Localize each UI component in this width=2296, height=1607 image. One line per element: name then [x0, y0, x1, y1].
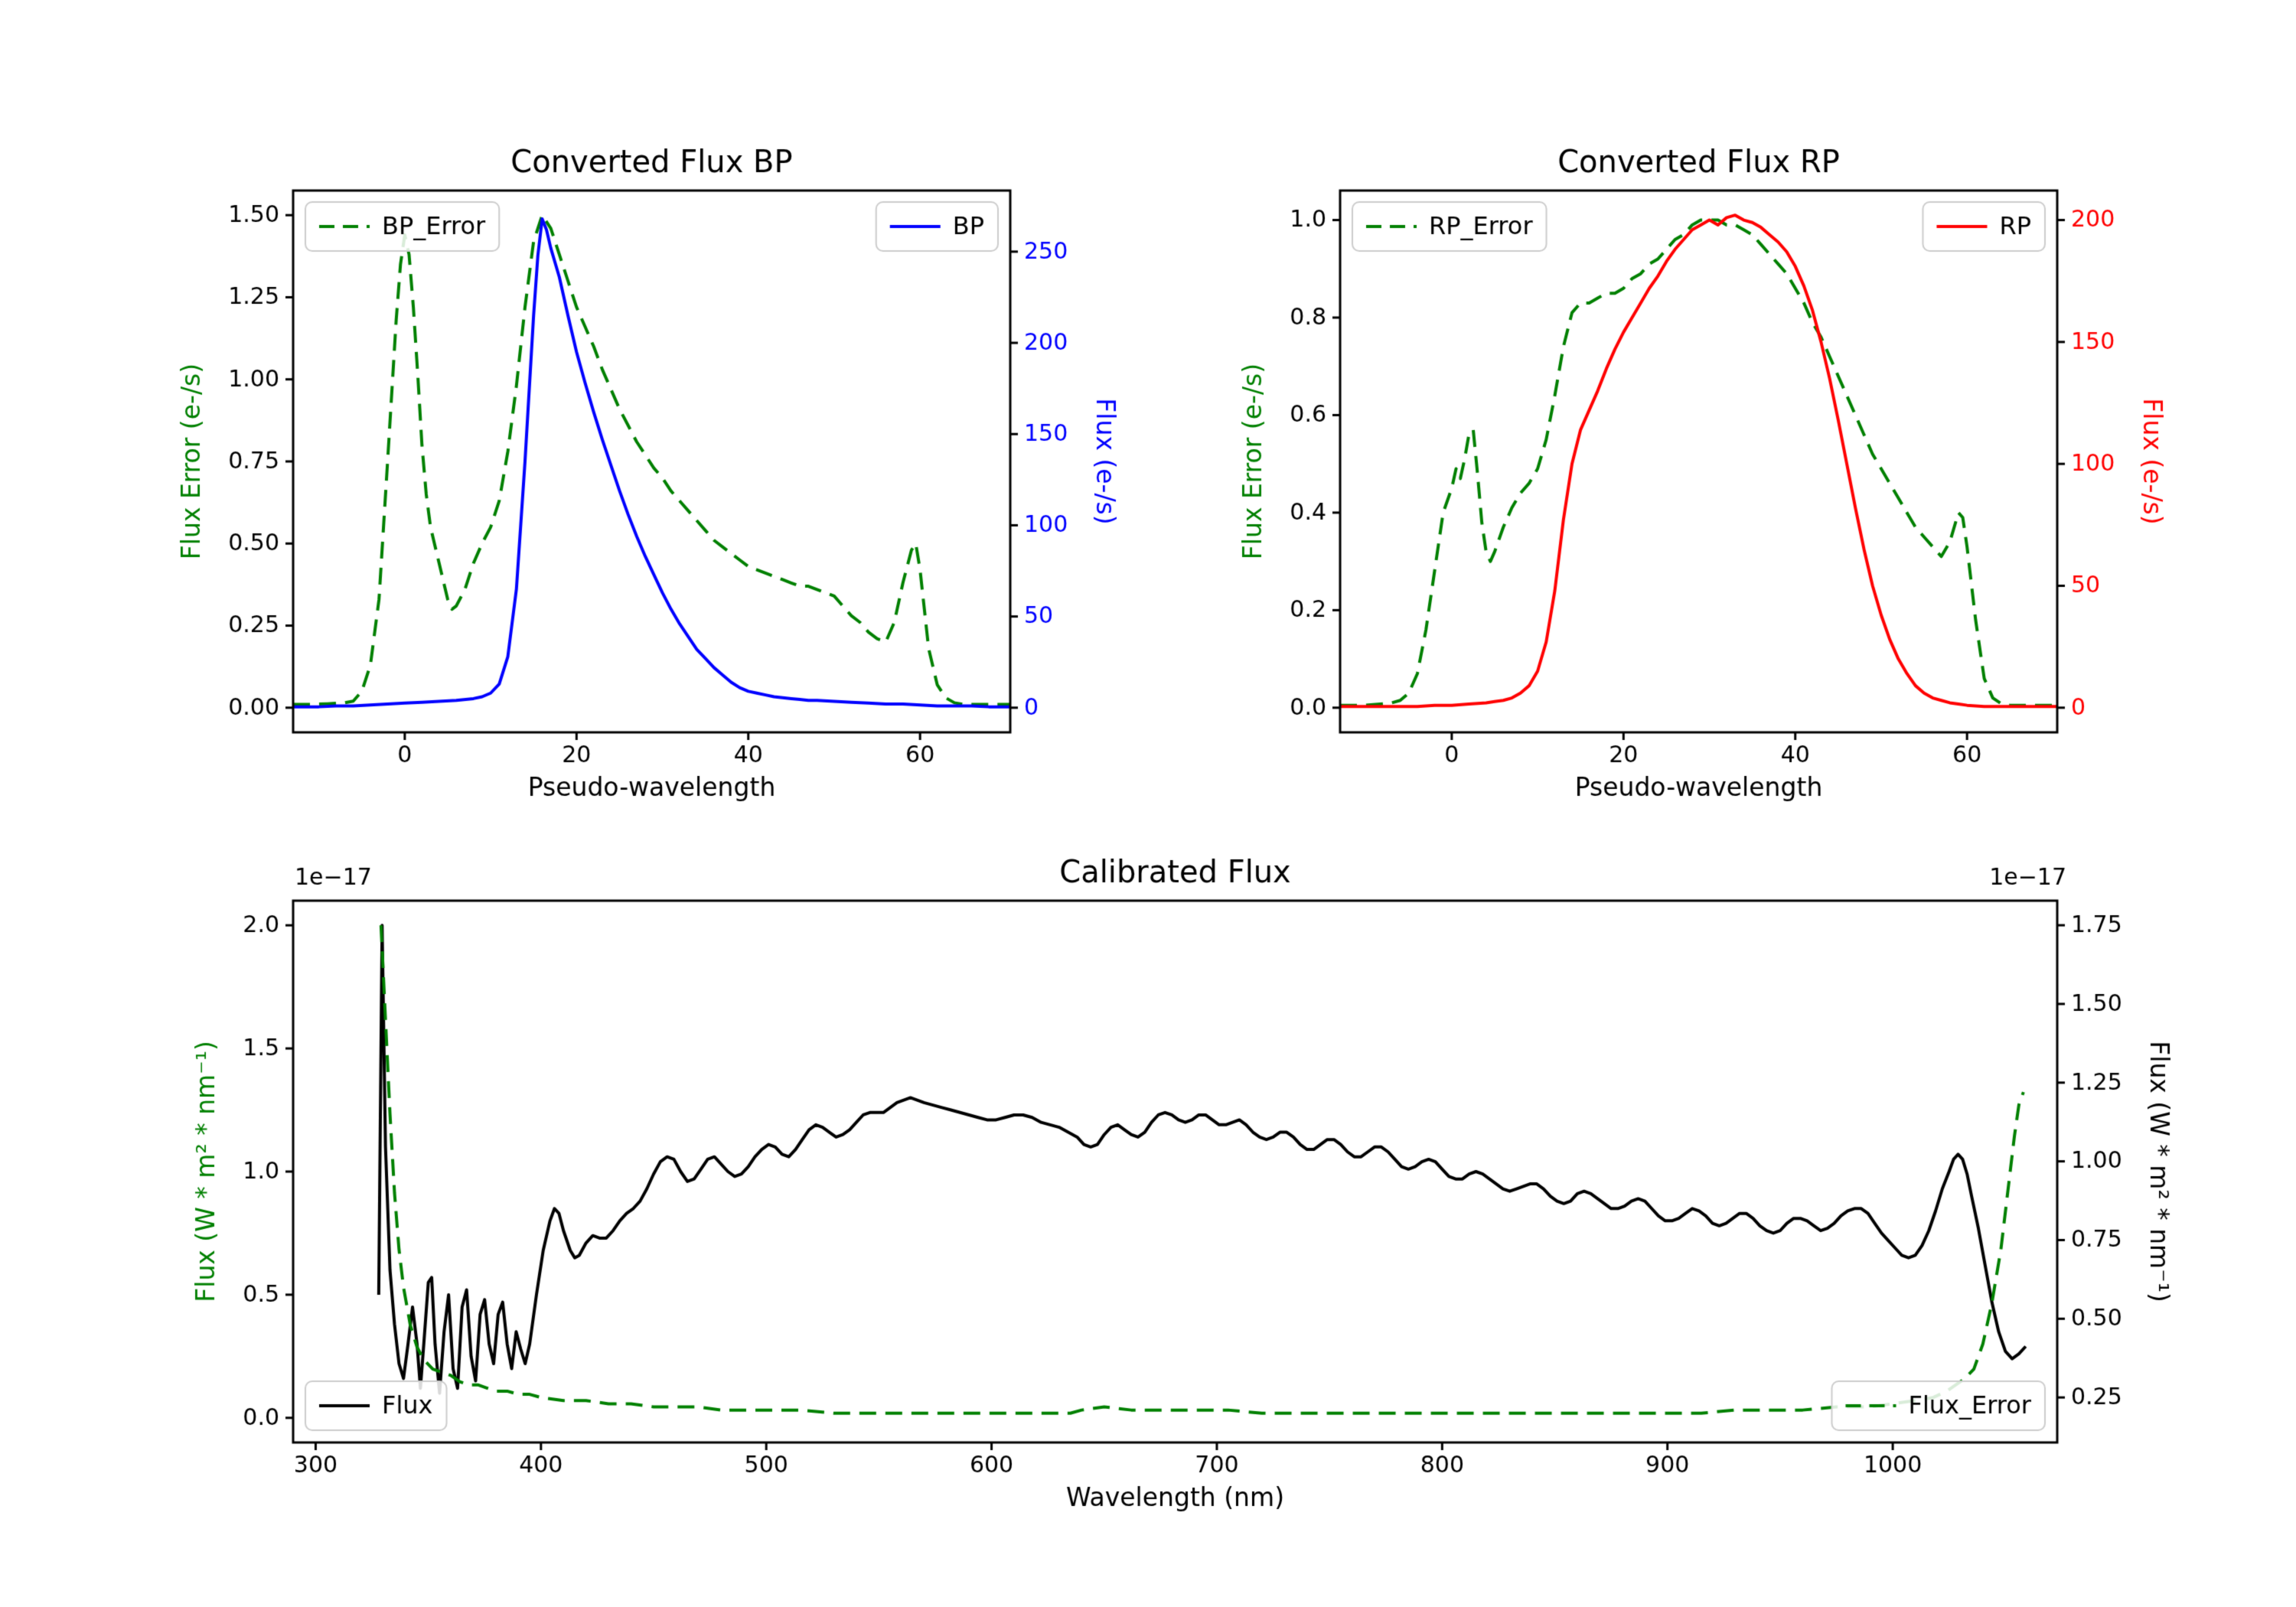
- figure-flux-calibration: [0, 0, 2296, 1607]
- chart-canvas: [0, 0, 2296, 1607]
